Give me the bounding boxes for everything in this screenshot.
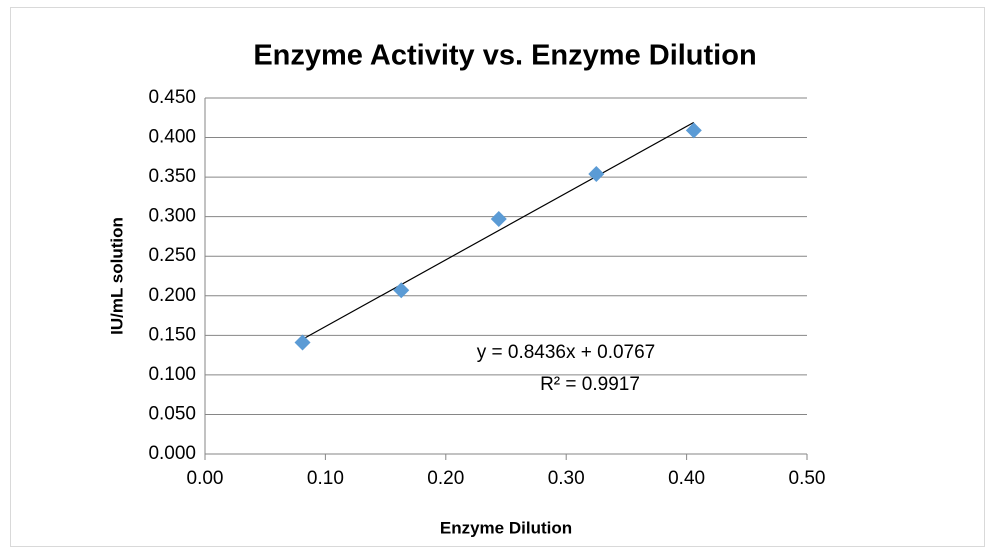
- y-tick-label: 0.150: [148, 324, 196, 345]
- x-tick-label: 0.40: [668, 468, 705, 489]
- y-tick-label: 0.100: [148, 364, 196, 385]
- y-axis-title: IU/mL solution: [107, 217, 126, 335]
- trendline: [302, 121, 695, 340]
- chart-border: [10, 7, 985, 547]
- x-tick-label: 0.50: [789, 468, 826, 489]
- x-axis-title: Enzyme Dilution: [440, 518, 572, 537]
- y-tick-label: 0.350: [148, 166, 196, 187]
- y-tick-label: 0.450: [148, 87, 196, 108]
- x-tick-label: 0.20: [427, 468, 464, 489]
- x-tick-label: 0.00: [187, 468, 224, 489]
- y-tick-label: 0.200: [148, 285, 196, 306]
- y-tick-label: 0.250: [148, 245, 196, 266]
- x-tick-label: 0.10: [307, 468, 344, 489]
- y-tick-label: 0.000: [148, 443, 196, 464]
- point: [393, 282, 410, 299]
- point: [588, 165, 605, 182]
- trendline-r-squared: R² = 0.9917: [540, 374, 640, 395]
- chart-title: Enzyme Activity vs. Enzyme Dilution: [253, 40, 756, 72]
- point: [685, 122, 702, 139]
- point: [490, 211, 507, 228]
- y-tick-label: 0.300: [148, 206, 196, 227]
- y-tick-label: 0.050: [148, 403, 196, 424]
- x-tick-label: 0.30: [548, 468, 585, 489]
- trendline-equation: y = 0.8436x + 0.0767: [477, 342, 656, 363]
- y-tick-label: 0.400: [148, 127, 196, 148]
- point: [294, 334, 311, 351]
